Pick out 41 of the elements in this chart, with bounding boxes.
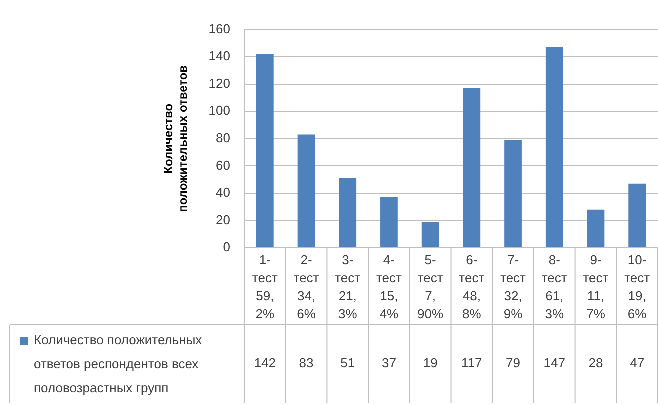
x-tick-label: 10-тест 19,6% [624, 252, 650, 322]
bar [256, 54, 274, 248]
y-tick-label: 20 [216, 212, 230, 228]
data-label: 19 [423, 356, 438, 371]
data-label: 51 [340, 356, 356, 371]
x-tick-label: 8-тест 61,3% [542, 252, 568, 322]
x-tick-label: 9-тест 11,7% [583, 252, 609, 322]
y-axis-title: Количество положительных ответов [162, 65, 190, 212]
x-tick-label: 4-тест 15,4% [376, 252, 402, 322]
bar [504, 140, 522, 248]
y-tick-label: 140 [208, 48, 230, 64]
x-tick-label: 7-тест 32,9% [500, 252, 526, 322]
data-label: 147 [544, 356, 566, 371]
data-label: 79 [506, 356, 521, 371]
bar [463, 88, 481, 248]
y-tick-label: 60 [216, 158, 230, 173]
bar [298, 134, 316, 248]
y-tick-label: 40 [216, 185, 230, 200]
bar [546, 48, 564, 248]
y-tick-label: 120 [208, 76, 230, 91]
x-tick-label: 6-тест 48,8% [459, 252, 485, 322]
x-tick-label: 3-тест 21,3% [335, 252, 361, 322]
bar [628, 184, 646, 248]
y-tick-label: 0 [223, 240, 230, 255]
bar [339, 178, 357, 248]
y-tick-label: 160 [208, 21, 230, 36]
bar [587, 210, 605, 248]
data-label: 83 [299, 356, 314, 371]
data-label: 47 [630, 356, 645, 371]
bar [380, 198, 398, 248]
y-tick-label: 100 [208, 103, 230, 118]
x-tick-label: 5-тест 7,90% [418, 252, 444, 322]
x-tick-label: 1-тест 59,2% [252, 252, 278, 322]
bar [422, 222, 440, 248]
data-label: 37 [382, 356, 396, 371]
y-tick-label: 80 [216, 130, 230, 146]
data-label: 142 [254, 356, 276, 371]
data-label: 28 [588, 356, 604, 371]
legend-label: Количество положительных ответов респондентов всех половозрастных групп [34, 332, 203, 396]
data-label: 117 [462, 356, 482, 371]
x-tick-label: 2-тест 34,6% [294, 252, 320, 322]
